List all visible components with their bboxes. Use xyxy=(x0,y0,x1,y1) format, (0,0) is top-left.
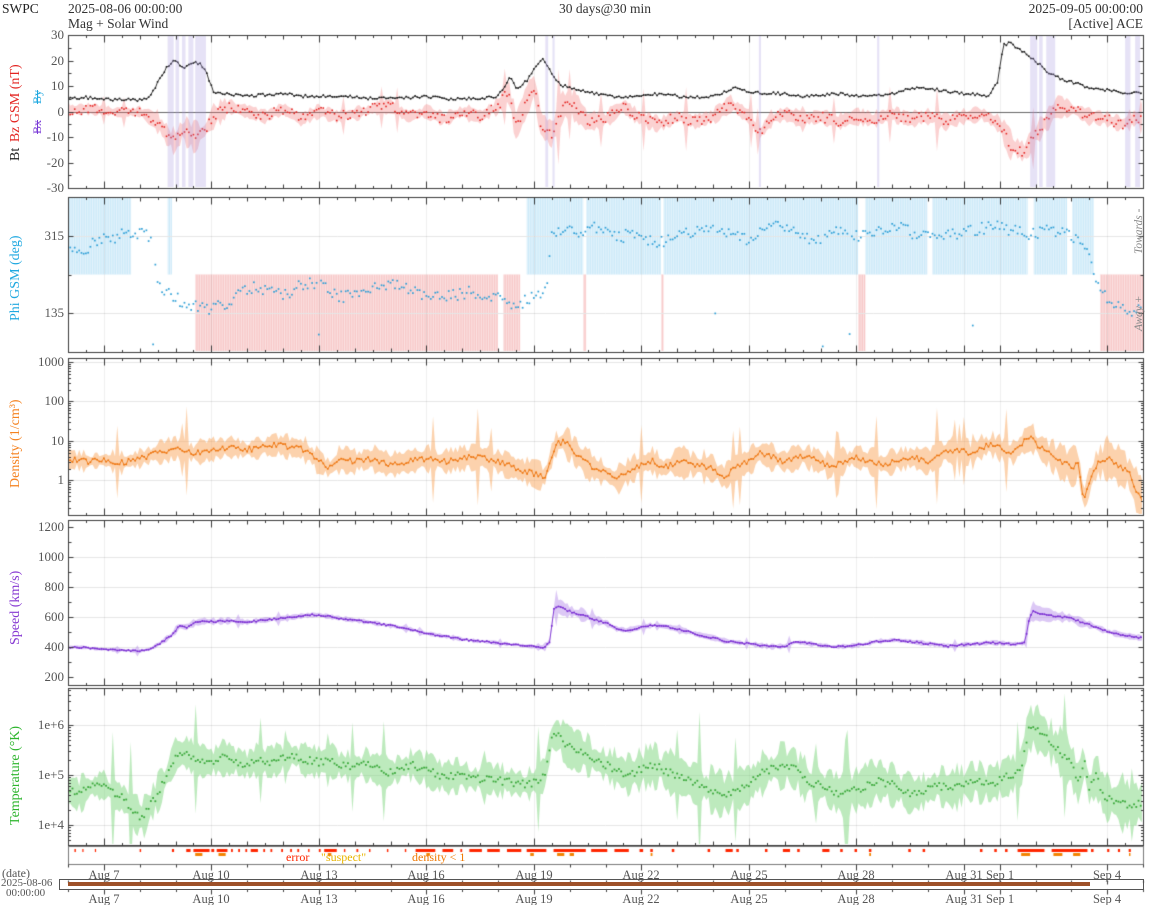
date-tick-label: Aug 25 xyxy=(730,868,768,882)
date-tick-label: Aug 7 xyxy=(88,868,120,882)
date-tick-label: Aug 16 xyxy=(407,868,445,882)
date-tick-label: Sep 1 xyxy=(985,892,1015,905)
window-start-time: 00:00:00 xyxy=(6,887,46,899)
error-legend-label: error xyxy=(286,850,310,864)
ytick-label-spd: 800 xyxy=(44,579,65,594)
ytick-label-tmp: 1e+6 xyxy=(37,717,64,732)
brand-label: SWPC xyxy=(2,1,39,16)
date-tick-label: Aug 31 xyxy=(945,868,983,882)
ytick-label-spd: 1200 xyxy=(38,519,64,534)
ytick-label-mag: -30 xyxy=(46,180,64,195)
suspect-legend-label: "suspect" xyxy=(321,850,367,864)
ytick-label-tmp: 1e+5 xyxy=(37,767,64,782)
ytick-label-den: 1000 xyxy=(38,354,64,369)
start-datetime: 2025-08-06 00:00:00 xyxy=(68,1,183,16)
date-axis-caption: (date) xyxy=(2,866,30,880)
ytick-label-phi: 315 xyxy=(44,228,65,243)
ytick-label-spd: 1000 xyxy=(38,549,64,564)
date-tick-label: Aug 28 xyxy=(837,868,875,882)
date-tick-label: Aug 19 xyxy=(515,892,553,905)
ytick-label-mag: 0 xyxy=(57,104,65,119)
ytick-label-den: 1 xyxy=(57,472,65,487)
ytick-label-den: 10 xyxy=(51,433,64,448)
plot-title: Mag + Solar Wind xyxy=(68,16,169,31)
ytick-label-spd: 400 xyxy=(44,639,65,654)
ytick-label-mag: 30 xyxy=(51,27,64,42)
date-tick-label: Aug 28 xyxy=(837,892,875,905)
ytick-label-mag: 10 xyxy=(51,78,64,93)
window-start-date: 2025-08-06 xyxy=(1,877,53,889)
date-tick-label: Sep 4 xyxy=(1092,892,1122,905)
date-tick-label: Aug 31 xyxy=(945,892,983,905)
date-tick-label: Aug 16 xyxy=(407,892,445,905)
date-tick-label: Aug 25 xyxy=(730,892,768,905)
date-tick-label: Aug 22 xyxy=(622,868,660,882)
date-tick-label: Aug 13 xyxy=(300,868,338,882)
date-tick-label: Aug 10 xyxy=(192,892,230,905)
ytick-label-mag: 20 xyxy=(51,53,64,68)
ytick-label-den: 100 xyxy=(44,393,65,408)
ytick-label-mag: -10 xyxy=(46,129,64,144)
date-tick-label: Sep 4 xyxy=(1092,868,1122,882)
date-tick-label: Aug 7 xyxy=(88,892,120,905)
towards-sector-label: Towards - xyxy=(1133,208,1145,255)
date-tick-label: Aug 22 xyxy=(622,892,660,905)
ytick-label-tmp: 1e+4 xyxy=(37,817,64,832)
timeline-slider[interactable] xyxy=(59,879,1144,890)
date-tick-label: Sep 1 xyxy=(985,868,1015,882)
date-tick-label: Aug 13 xyxy=(300,892,338,905)
ytick-label-spd: 200 xyxy=(44,669,65,684)
ytick-label-phi: 135 xyxy=(44,305,65,320)
ytick-label-spd: 600 xyxy=(44,609,65,624)
duration-label: 30 days@30 min xyxy=(559,1,651,16)
away-sector-label: Away + xyxy=(1133,295,1145,331)
ytick-label-mag: -20 xyxy=(46,155,64,170)
date-tick-label: Aug 10 xyxy=(192,868,230,882)
date-tick-label: Aug 19 xyxy=(515,868,553,882)
spacecraft-status: [Active] ACE xyxy=(1068,16,1143,31)
density-lt1-legend-label: density < 1 xyxy=(412,850,466,864)
end-datetime: 2025-09-05 00:00:00 xyxy=(1028,1,1143,16)
timeline-range-bar[interactable] xyxy=(68,882,1090,886)
